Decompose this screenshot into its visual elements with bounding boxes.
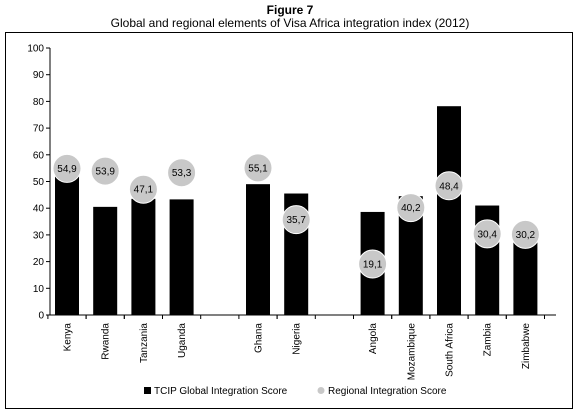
- point-angola: [358, 249, 388, 279]
- point-ghana: [243, 153, 273, 183]
- data-label: 53,9: [95, 167, 115, 178]
- data-label: 30,4: [477, 229, 497, 240]
- category-label: Rwanda: [101, 323, 112, 360]
- category-label: Ghana: [254, 323, 265, 353]
- data-label: 55,1: [248, 163, 268, 174]
- y-tick-label: 50: [33, 177, 45, 188]
- y-tick-label: 40: [33, 204, 45, 215]
- category-label: Mozambique: [406, 323, 417, 381]
- bar-tanzania: [131, 198, 156, 315]
- chart-title: Figure 7: [266, 3, 314, 17]
- data-label: 40,2: [401, 203, 421, 214]
- category-label: Nigeria: [292, 323, 303, 355]
- data-label: 30,2: [516, 230, 536, 241]
- y-tick-label: 20: [33, 257, 45, 268]
- point-tanzania: [128, 174, 158, 204]
- legend-swatch-global: [144, 387, 151, 394]
- legend-label-global: TCIP Global Integration Score: [154, 386, 288, 397]
- category-label: Tanzania: [139, 323, 150, 363]
- bar-ghana: [246, 184, 270, 315]
- point-zambia: [472, 219, 502, 249]
- chart-frame: 0 10 20 30 40 50 60 70 80 90 100 54,9 53,9 47,1 53,3 55…: [5, 32, 573, 409]
- category-label: Zimbabwe: [521, 323, 532, 370]
- y-tick-label: 90: [33, 70, 45, 81]
- y-tick-label: 10: [33, 284, 45, 295]
- category-label: Zambia: [483, 323, 494, 357]
- bar-uganda: [169, 199, 194, 315]
- bar-chart: 0 10 20 30 40 50 60 70 80 90 100 54,9 53,9 47,1 53,3 55…: [27, 44, 556, 397]
- data-label: 53,3: [172, 168, 192, 179]
- point-kenya: [52, 153, 82, 183]
- data-label: 35,7: [286, 215, 306, 226]
- bar-south-africa: [437, 106, 461, 316]
- legend-label-regional: Regional Integration Score: [328, 386, 447, 397]
- legend-swatch-regional: [317, 387, 325, 394]
- y-tick-label: 30: [33, 230, 45, 241]
- data-label: 54,9: [57, 164, 77, 175]
- point-uganda: [167, 158, 197, 188]
- point-rwanda: [90, 156, 120, 186]
- data-label: 48,4: [439, 181, 459, 192]
- y-tick-label: 60: [33, 150, 45, 161]
- category-label: Kenya: [63, 323, 74, 352]
- category-label: Angola: [368, 323, 379, 355]
- point-zimbabwe: [510, 219, 540, 249]
- category-label: Uganda: [177, 323, 188, 358]
- chart-subtitle: Global and regional elements of Visa Afr…: [110, 16, 470, 30]
- data-label: 47,1: [134, 185, 154, 196]
- bar-kenya: [55, 168, 79, 315]
- data-label: 19,1: [363, 260, 383, 271]
- bar-rwanda: [93, 206, 118, 315]
- y-tick-label: 80: [33, 97, 45, 108]
- y-tick-label: 100: [27, 44, 44, 55]
- category-label: South Africa: [445, 323, 456, 377]
- y-tick-label: 0: [38, 311, 44, 322]
- y-tick-label: 70: [33, 124, 45, 135]
- point-nigeria: [281, 205, 311, 235]
- point-mozambique: [396, 193, 426, 223]
- point-south-africa: [434, 171, 464, 201]
